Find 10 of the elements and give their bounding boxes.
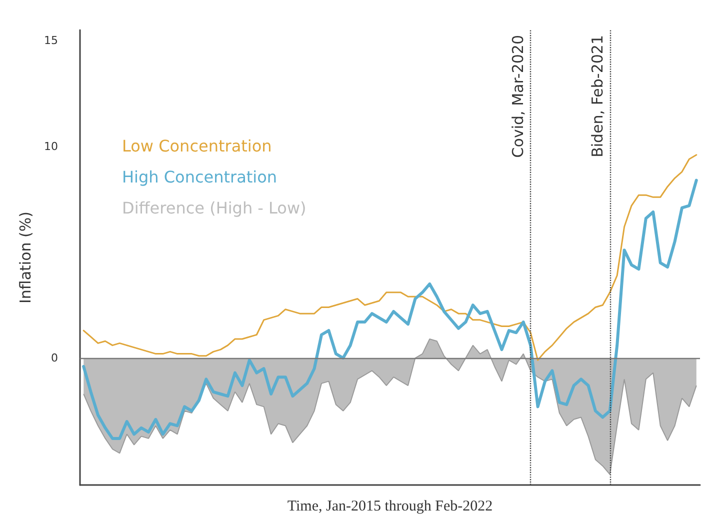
y-tick-label: 0: [51, 352, 58, 365]
x-axis-title: Time, Jan-2015 through Feb-2022: [287, 498, 493, 514]
y-axis-title: Inflation (%): [16, 211, 35, 304]
annotation: Covid, Mar-2020: [509, 35, 528, 158]
text: Difference (High - Low): [122, 198, 306, 218]
text: High Concentration: [122, 168, 278, 186]
text: Low Concentration: [122, 136, 272, 156]
y-tick-label: 10: [44, 140, 58, 153]
y-tick-label: 15: [44, 34, 58, 48]
annotation: Biden, Feb-2021: [588, 35, 606, 158]
